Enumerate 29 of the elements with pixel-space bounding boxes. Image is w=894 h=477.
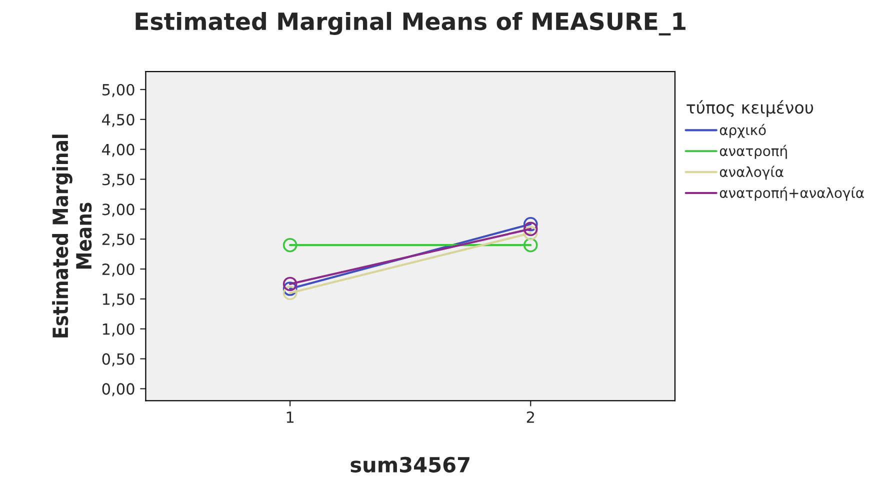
y-tick-label: 5,00 (102, 84, 134, 98)
point (523, 222, 538, 236)
y-tick-label: 1,50 (102, 293, 134, 307)
legend-label: ανατροπή (720, 144, 787, 159)
y-tick-label: 3,00 (102, 204, 134, 217)
legend-label: αρχικό (720, 124, 766, 138)
y-tick-label: 0,00 (102, 383, 134, 396)
x-axis-title: sum34567 (350, 456, 470, 473)
y-axis-title: Estimated Marginal Means (52, 134, 92, 338)
y-tick-label: 3,50 (102, 174, 134, 187)
legend-title: τύπος κειμένου (686, 100, 814, 117)
y-tick-label: 4,00 (102, 144, 134, 157)
chart-title: Estimated Marginal Means of MEASURE_1 (136, 12, 686, 36)
x-tick-label: 1 (286, 412, 294, 423)
point (523, 216, 538, 232)
y-tick-label: 0,50 (102, 353, 134, 366)
point (523, 238, 538, 252)
x-tick-label: 2 (526, 411, 534, 423)
y-tick-label: 4,50 (102, 114, 134, 128)
point (282, 276, 298, 292)
point (282, 282, 298, 296)
y-tick-label: 2,00 (102, 263, 134, 277)
y-tick-label: 2,50 (102, 234, 134, 247)
point (282, 238, 298, 252)
legend-label: αναλογία (720, 166, 784, 180)
point (282, 286, 298, 300)
legend-label: ανατροπή+αναλογία (720, 186, 864, 201)
point (523, 226, 538, 240)
y-tick-label: 1,00 (102, 323, 134, 336)
